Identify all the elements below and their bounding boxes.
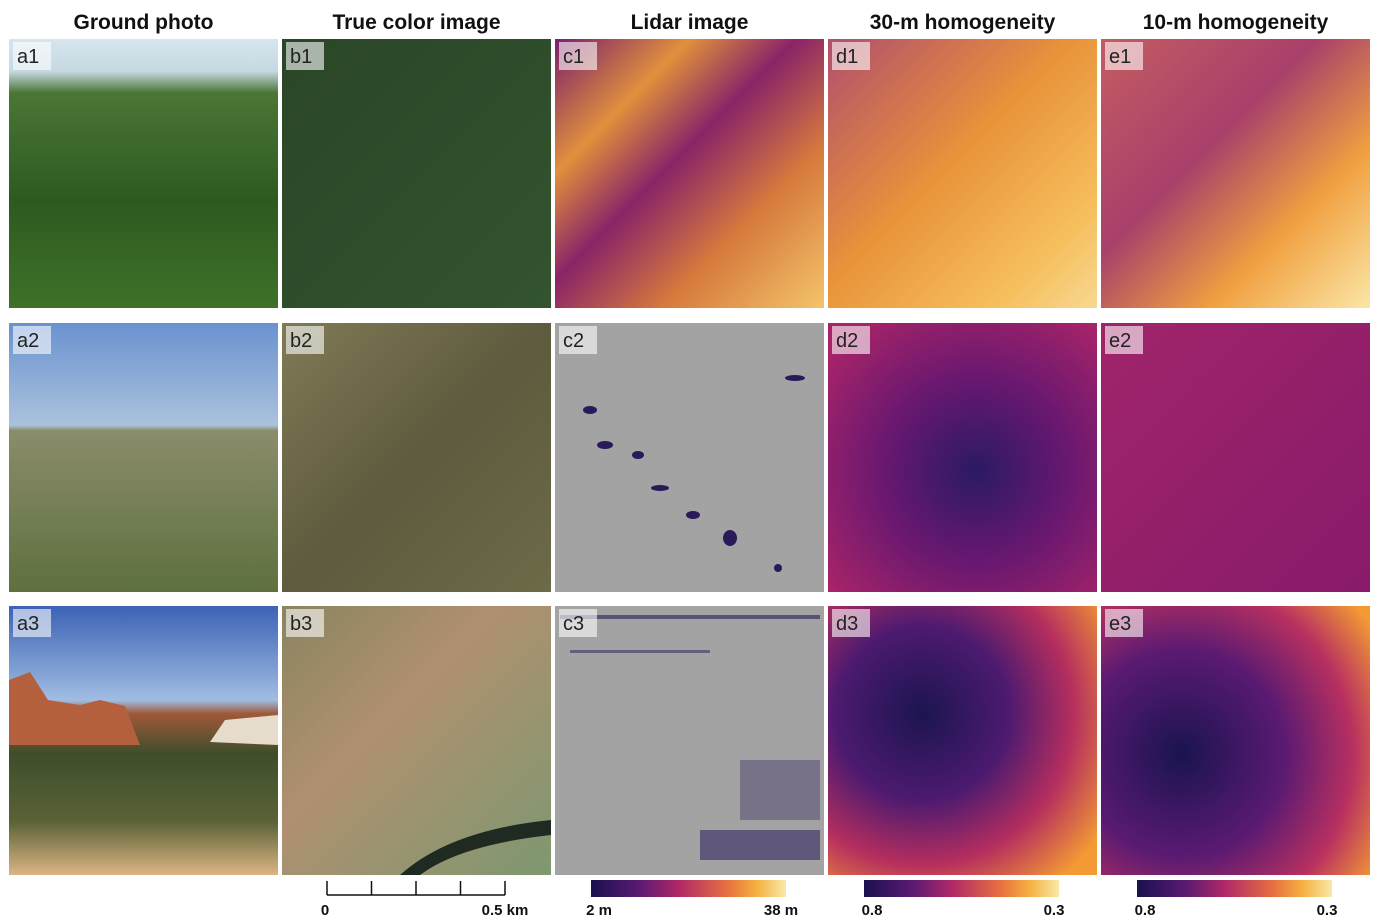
panel-label: c3 bbox=[563, 613, 584, 635]
column-header: 10-m homogeneity bbox=[1143, 11, 1329, 34]
panel-label: b3 bbox=[290, 613, 312, 635]
column-header: True color image bbox=[332, 11, 500, 34]
homog-30m bbox=[828, 39, 1097, 308]
panel-label: e3 bbox=[1109, 613, 1131, 635]
scale-end: 0.5 km bbox=[482, 902, 529, 918]
ground-photo bbox=[9, 323, 278, 592]
panel-label: a2 bbox=[17, 330, 39, 352]
panels bbox=[9, 39, 1370, 875]
column-header: 30-m homogeneity bbox=[870, 11, 1056, 34]
homog-10m bbox=[1101, 39, 1370, 308]
colorbar bbox=[1137, 880, 1332, 897]
colorbar-min: 0.8 bbox=[862, 902, 883, 918]
panel-label: d1 bbox=[836, 46, 858, 68]
panel-label: e2 bbox=[1109, 330, 1131, 352]
column-header: Lidar image bbox=[631, 11, 749, 34]
homog-30m bbox=[828, 606, 1097, 875]
homog-30m bbox=[828, 323, 1097, 592]
colorbar-min: 0.8 bbox=[1135, 902, 1156, 918]
panel-label: d2 bbox=[836, 330, 858, 352]
colorbar-max: 0.3 bbox=[1044, 902, 1065, 918]
ground-photo bbox=[9, 39, 278, 308]
panel-label: c2 bbox=[563, 330, 584, 352]
homog-10m bbox=[1101, 606, 1370, 875]
panel-label: b1 bbox=[290, 46, 312, 68]
column-header: Ground photo bbox=[74, 11, 214, 34]
colorbar-max: 0.3 bbox=[1317, 902, 1338, 918]
colorbar-max: 38 m bbox=[764, 902, 798, 918]
panel-label: c1 bbox=[563, 46, 584, 68]
figure: Ground photo True color image Lidar image 3… bbox=[0, 0, 1376, 918]
panel-label: b2 bbox=[290, 330, 312, 352]
lidar bbox=[555, 39, 824, 308]
panel-label: a3 bbox=[17, 613, 39, 635]
scale-start: 0 bbox=[321, 902, 329, 918]
true-color bbox=[282, 39, 551, 308]
colorbar bbox=[591, 880, 786, 897]
true-color bbox=[282, 323, 551, 592]
lidar bbox=[555, 323, 824, 592]
homog-10m bbox=[1101, 323, 1370, 592]
panel-label: a1 bbox=[17, 46, 39, 68]
panel-label: d3 bbox=[836, 613, 858, 635]
scale-bar bbox=[327, 881, 505, 895]
colorbar bbox=[864, 880, 1059, 897]
colorbar-min: 2 m bbox=[586, 902, 612, 918]
panel-label: e1 bbox=[1109, 46, 1131, 68]
